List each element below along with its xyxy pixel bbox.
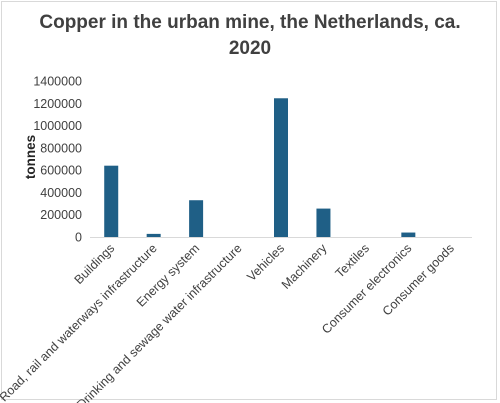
- y-tick-label: 0: [75, 231, 82, 245]
- chart-title-line-2: 2020: [228, 38, 272, 59]
- y-tick-label: 800000: [40, 141, 82, 155]
- y-axis-label: tonnes: [23, 135, 38, 179]
- bar: [316, 208, 331, 237]
- y-tick-label: 600000: [40, 164, 82, 178]
- x-tick-label: Vehicles: [244, 241, 287, 284]
- y-tick-label: 200000: [40, 208, 82, 222]
- bar: [401, 232, 416, 237]
- bar: [104, 165, 119, 237]
- y-tick-label: 400000: [40, 186, 82, 200]
- chart-title: Copper in the urban mine, the Netherland…: [0, 10, 500, 62]
- y-tick-label: 1000000: [33, 119, 82, 133]
- y-tick-label: 1200000: [33, 97, 82, 111]
- x-tick-label: Consumer goods: [380, 241, 457, 318]
- bar: [274, 98, 288, 238]
- x-tick-label: Machinery: [279, 241, 330, 292]
- x-tick-label: Road, rail and waterways infrastructure: [0, 241, 160, 403]
- bar: [146, 233, 161, 237]
- bar: [189, 200, 204, 237]
- chart-title-line-1: Copper in the urban mine, the Netherland…: [39, 12, 461, 33]
- y-tick-label: 1400000: [33, 75, 82, 89]
- x-tick-label: Textiles: [333, 241, 372, 280]
